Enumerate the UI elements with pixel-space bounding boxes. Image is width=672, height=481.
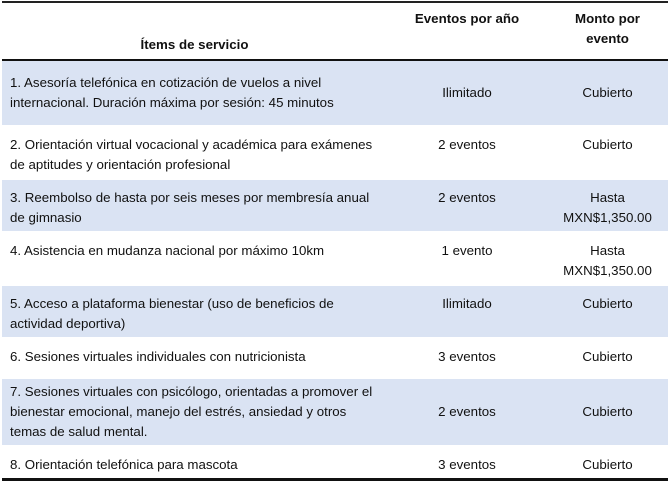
table-row: 2. Orientación virtual vocacional y acad…	[2, 126, 668, 180]
table-row: 7. Sesiones virtuales con psicólogo, ori…	[2, 378, 668, 447]
amount-cell: Cubierto	[547, 378, 668, 447]
header-row: Ítems de servicio Eventos por año Monto …	[2, 2, 668, 60]
item-cell: 6. Sesiones virtuales individuales con n…	[2, 338, 387, 379]
amount-cell: Cubierto	[547, 126, 668, 180]
item-cell: 3. Reembolso de hasta por seis meses por…	[2, 179, 387, 233]
item-cell: 7. Sesiones virtuales con psicólogo, ori…	[2, 378, 387, 447]
amount-cell: Cubierto	[582, 457, 633, 472]
header-items: Ítems de servicio	[140, 37, 249, 52]
events-cell: 2 eventos	[387, 179, 547, 233]
table-row: 6. Sesiones virtuales individuales con n…	[2, 338, 668, 379]
table-row: 1. Asesoría telefónica en cotización de …	[2, 60, 668, 127]
table-row: 4. Asistencia en mudanza nacional por má…	[2, 232, 668, 286]
item-cell: 5. Acceso a plataforma bienestar (uso de…	[2, 285, 387, 339]
amount-cell: Cubierto	[547, 338, 668, 379]
events-cell: Ilimitado	[387, 60, 547, 127]
events-cell: 1 evento	[387, 232, 547, 286]
amount-cell: Hasta MXN$1,350.00	[547, 179, 668, 233]
amount-cell: Cubierto	[547, 60, 668, 127]
table-row: 8. Orientación telefónica para mascota 3…	[2, 446, 668, 480]
events-cell: 3 eventos	[387, 338, 547, 379]
item-cell: 8. Orientación telefónica para mascota	[10, 457, 238, 472]
header-amount: Monto por evento	[575, 11, 640, 46]
events-cell: 3 eventos	[438, 457, 496, 472]
item-cell: 4. Asistencia en mudanza nacional por má…	[2, 232, 387, 286]
item-cell: 1. Asesoría telefónica en cotización de …	[2, 60, 387, 127]
events-cell: Ilimitado	[387, 285, 547, 339]
amount-cell: Cubierto	[547, 285, 668, 339]
table-row: 5. Acceso a plataforma bienestar (uso de…	[2, 285, 668, 339]
item-cell: 2. Orientación virtual vocacional y acad…	[2, 126, 387, 180]
events-cell: 2 eventos	[387, 126, 547, 180]
table-row: 3. Reembolso de hasta por seis meses por…	[2, 179, 668, 233]
amount-cell: Hasta MXN$1,350.00	[547, 232, 668, 286]
header-events: Eventos por año	[414, 11, 520, 26]
events-cell: 2 eventos	[387, 378, 547, 447]
